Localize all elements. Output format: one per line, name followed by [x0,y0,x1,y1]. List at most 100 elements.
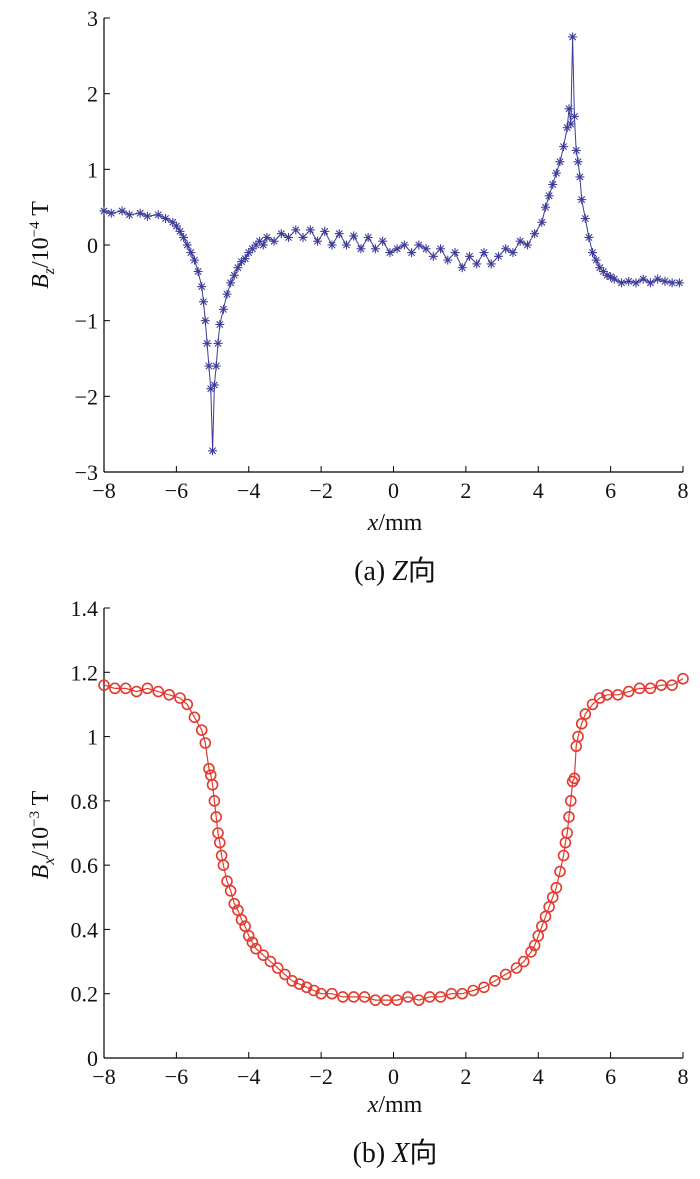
data-point [175,226,185,236]
data-point [543,901,555,913]
data-point [421,244,431,254]
data-point [413,994,425,1006]
chart-b-xlabel: x/mm [367,1092,423,1118]
data-point [575,172,585,182]
data-point [341,240,351,250]
data-point [228,897,241,910]
data-point [210,811,222,823]
data-point [203,762,215,775]
data-point [142,211,152,221]
data-point [631,278,641,288]
data-point [414,240,424,250]
y-tick-label: 0.2 [71,982,99,1007]
data-point [464,251,474,261]
data-point [566,119,576,129]
data-point [182,240,192,250]
data-point [428,251,438,261]
data-point [189,255,199,265]
data-point [356,244,366,254]
data-point [443,255,453,265]
data-point [337,991,349,1003]
data-point [550,881,563,894]
y-tick-label: −2 [75,384,98,409]
chart-a-xlabel: x/mm [367,510,423,536]
data-point [349,231,359,241]
data-point [186,248,196,258]
x-tick-label: 2 [460,1064,471,1089]
data-point [195,724,208,736]
data-point [579,708,592,720]
data-point [308,984,320,997]
data-point [279,968,291,981]
data-point [222,289,232,299]
data-point [235,913,248,926]
y-tick-label: 0.4 [71,917,99,942]
data-point [555,157,565,167]
x-tick-label: 6 [605,1064,616,1089]
data-point [402,991,414,1003]
data-point [501,244,511,254]
x-tick-label: 4 [533,1064,544,1089]
y-tick-label: 0.8 [71,789,99,814]
data-point [163,688,175,701]
chart-a-tick-labels: −8 −6 −4 −2 0 2 4 6 8 −3 −2 −1 0 1 2 3 [75,6,689,503]
y-tick-label: 1.4 [71,596,99,621]
x-tick-label: 4 [533,478,544,503]
data-point [660,276,670,286]
data-point [247,244,257,254]
data-point [677,672,689,685]
data-point [369,994,382,1006]
data-point [551,168,561,178]
data-point [240,254,250,264]
data-point [546,891,559,904]
data-point [595,263,605,273]
data-point [229,270,239,280]
data-point [638,274,648,284]
data-point [559,142,569,152]
data-point [436,244,446,254]
data-point [565,795,577,807]
data-point [300,981,313,994]
data-point [548,179,558,189]
data-point [217,859,230,871]
data-point [544,191,554,201]
data-point [276,229,286,239]
chart-a-points [99,32,684,456]
chart-b-series-line [103,678,684,1001]
data-point [257,949,270,961]
data-point [568,32,578,42]
data-point [174,692,186,704]
data-point [573,157,583,167]
x-tick-label: −4 [237,478,260,503]
x-tick-label: 0 [388,478,399,503]
data-point [653,274,663,284]
data-point [624,276,634,286]
data-point [286,975,298,987]
x-tick-label: 2 [460,478,471,503]
x-tick-label: −8 [92,1064,115,1089]
data-point [193,266,203,276]
data-point [609,274,619,284]
data-point [327,240,337,250]
data-point [457,263,467,273]
data-point [644,682,657,695]
data-point [291,225,301,235]
data-point [211,361,221,371]
y-tick-label: 2 [87,82,98,107]
data-point [493,251,503,261]
data-point [569,111,579,121]
data-point [202,338,212,348]
data-point [250,942,262,955]
chart-b-ylabel: Bx/10−3 T [27,790,58,879]
data-point [666,679,678,691]
data-point [588,248,598,258]
data-point [515,236,525,246]
data-point [391,994,403,1006]
data-point [633,682,646,695]
data-point [347,991,360,1003]
data-point [508,248,518,258]
data-point [233,263,243,273]
data-point [215,319,225,329]
chart-a-ylabel: Bz/10−4 T [27,201,58,289]
